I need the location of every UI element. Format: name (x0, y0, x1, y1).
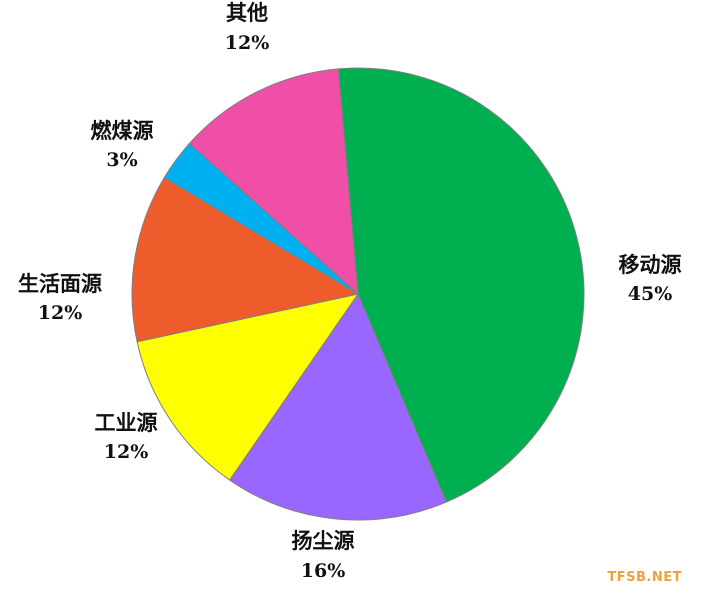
pie-slice-1 (337, 67, 585, 503)
pie-labels: 移动源 45% 扬尘源 16% 工业源 12% 生活面源 12% 燃煤源 3% 其他 12% (18, 1, 682, 582)
slice-percent-label: 12% (104, 441, 149, 463)
slice-name-label: 工业源 (95, 411, 158, 435)
slice-name-label: 燃煤源 (91, 119, 154, 143)
slice-percent-label: 16% (301, 560, 346, 582)
pie-slice-6 (188, 68, 359, 296)
slice-name-label: 生活面源 (18, 272, 102, 296)
pie-slice-3 (136, 293, 360, 481)
slice-name-label: 扬尘源 (292, 529, 355, 553)
pie-slices (131, 67, 585, 521)
slice-name-label: 其他 (226, 1, 268, 25)
slice-percent-label: 12% (38, 302, 83, 324)
slice-percent-label: 12% (225, 32, 270, 54)
slice-percent-label: 45% (628, 283, 673, 305)
pie-slice-2 (228, 292, 447, 521)
pie-slice-4 (131, 176, 360, 343)
slice-percent-label: 3% (106, 149, 137, 171)
watermark: TFSB.NET (607, 570, 682, 585)
slice-name-label: 移动源 (619, 253, 682, 277)
